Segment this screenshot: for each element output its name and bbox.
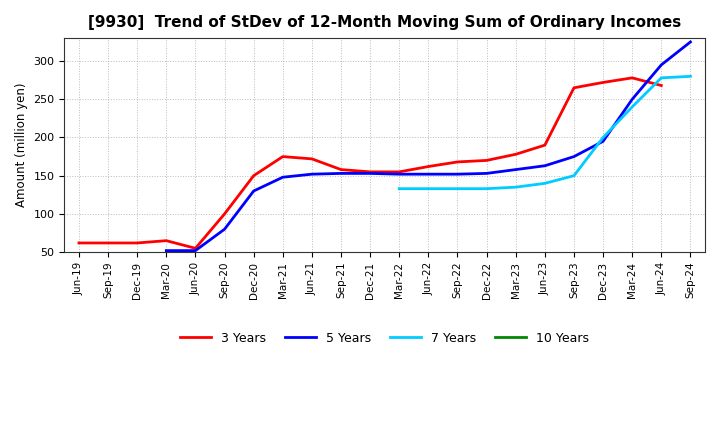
5 Years [366, 171, 374, 176]
3 Years [628, 75, 636, 81]
5 Years [191, 248, 199, 253]
3 Years [511, 152, 520, 157]
5 Years [482, 171, 491, 176]
5 Years [162, 248, 171, 253]
3 Years [133, 240, 142, 246]
3 Years [366, 169, 374, 175]
Line: 3 Years: 3 Years [79, 78, 662, 248]
5 Years [220, 227, 229, 232]
3 Years [482, 158, 491, 163]
7 Years [511, 184, 520, 190]
5 Years [628, 97, 636, 102]
7 Years [657, 75, 666, 81]
3 Years [657, 83, 666, 88]
7 Years [395, 186, 404, 191]
3 Years [75, 240, 84, 246]
5 Years [541, 163, 549, 169]
5 Years [279, 175, 287, 180]
3 Years [337, 167, 346, 172]
5 Years [511, 167, 520, 172]
5 Years [424, 172, 433, 177]
Legend: 3 Years, 5 Years, 7 Years, 10 Years: 3 Years, 5 Years, 7 Years, 10 Years [175, 327, 595, 350]
Y-axis label: Amount (million yen): Amount (million yen) [15, 83, 28, 207]
3 Years [453, 159, 462, 165]
3 Years [541, 143, 549, 148]
5 Years [686, 39, 695, 44]
3 Years [220, 211, 229, 216]
5 Years [657, 62, 666, 67]
5 Years [570, 154, 578, 159]
3 Years [395, 169, 404, 175]
5 Years [307, 172, 316, 177]
7 Years [424, 186, 433, 191]
5 Years [249, 188, 258, 194]
3 Years [104, 240, 112, 246]
3 Years [599, 80, 608, 85]
7 Years [482, 186, 491, 191]
3 Years [162, 238, 171, 243]
3 Years [191, 246, 199, 251]
5 Years [395, 172, 404, 177]
7 Years [686, 73, 695, 79]
5 Years [599, 139, 608, 144]
Title: [9930]  Trend of StDev of 12-Month Moving Sum of Ordinary Incomes: [9930] Trend of StDev of 12-Month Moving… [88, 15, 681, 30]
3 Years [249, 173, 258, 178]
7 Years [453, 186, 462, 191]
5 Years [453, 172, 462, 177]
5 Years [337, 171, 346, 176]
Line: 7 Years: 7 Years [400, 76, 690, 189]
7 Years [570, 173, 578, 178]
7 Years [541, 181, 549, 186]
3 Years [279, 154, 287, 159]
7 Years [599, 135, 608, 140]
3 Years [570, 85, 578, 91]
3 Years [307, 156, 316, 161]
7 Years [628, 104, 636, 110]
3 Years [424, 164, 433, 169]
Line: 5 Years: 5 Years [166, 42, 690, 251]
